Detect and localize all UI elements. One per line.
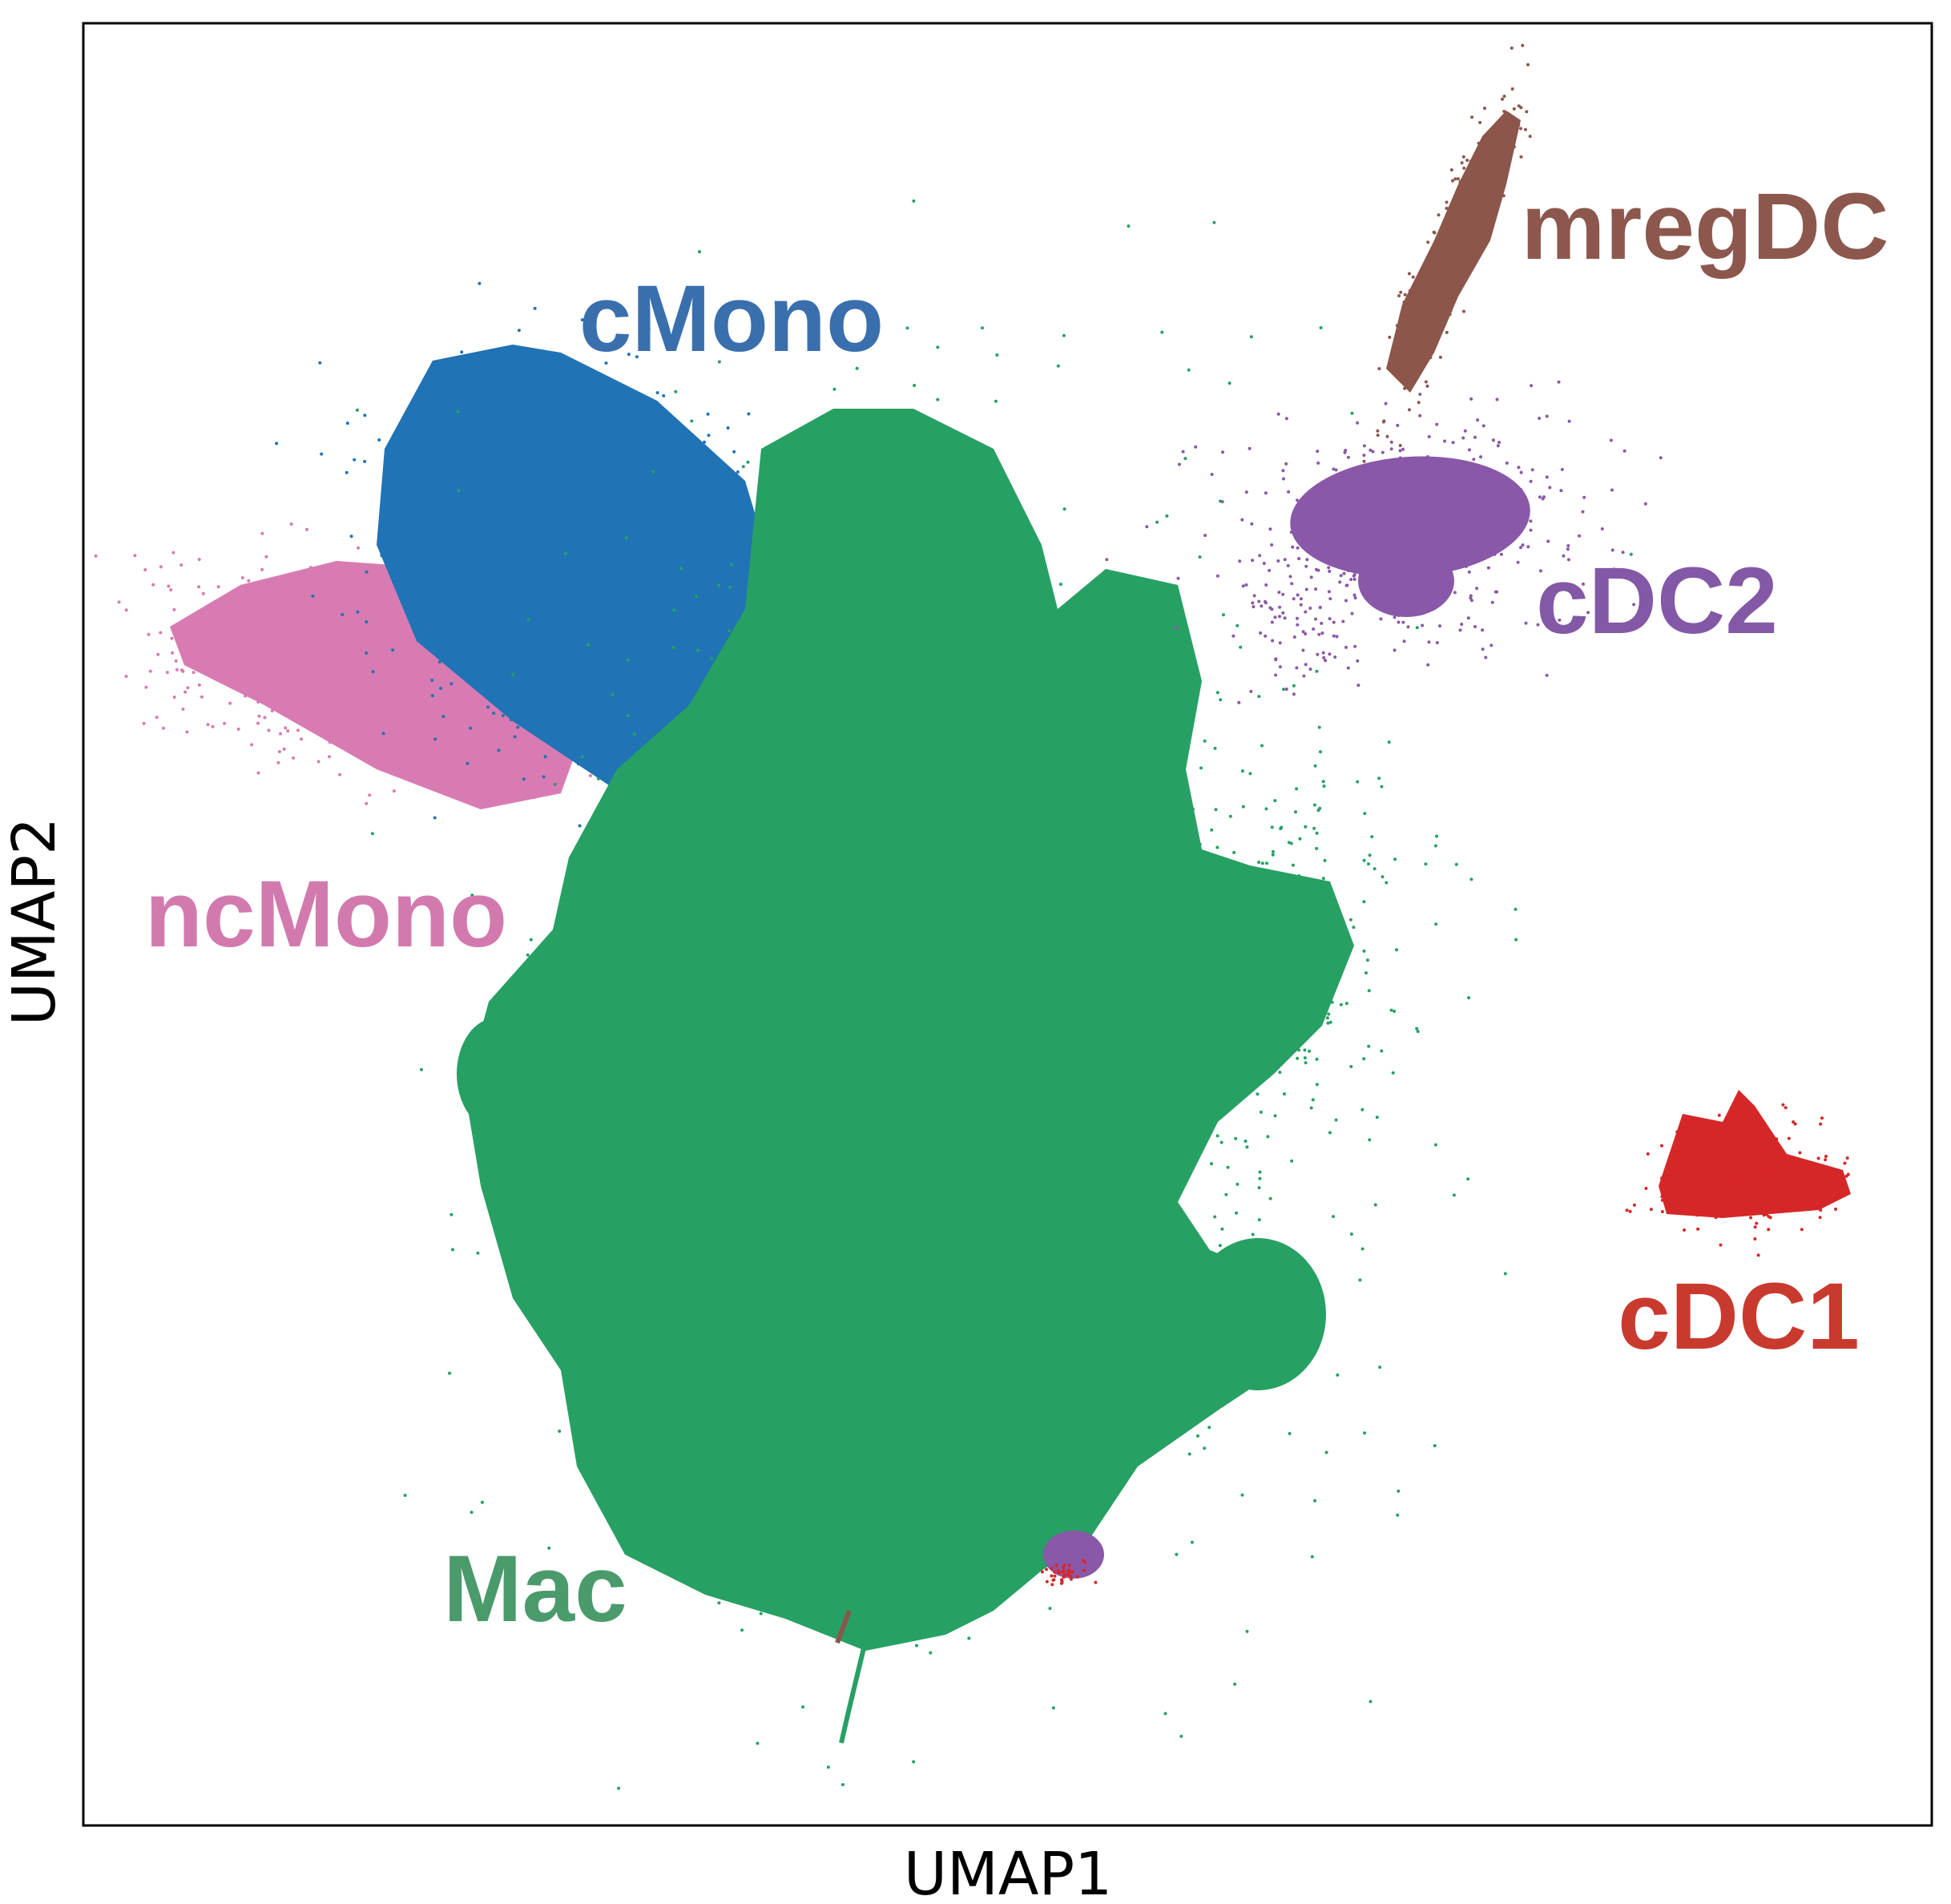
x-axis-label: UMAP1 bbox=[904, 1840, 1112, 1904]
y-axis-label: UMAP2 bbox=[0, 817, 69, 1026]
cluster-label-cmono: cMono bbox=[579, 266, 884, 372]
cluster-label-cdc1: cDC1 bbox=[1618, 1264, 1860, 1370]
plot-frame bbox=[82, 22, 1933, 1827]
cluster-mregdc-points bbox=[835, 43, 1532, 1644]
cluster-cdc2-points bbox=[1043, 380, 1663, 1579]
cluster-cdc1-points bbox=[1040, 1090, 1851, 1587]
cluster-label-ncmono: ncMono bbox=[145, 861, 507, 967]
scatter-points bbox=[94, 43, 1851, 1790]
cluster-labels: cMono mregDC cDC2 ncMono cDC1 Mac bbox=[145, 174, 1889, 1642]
cluster-label-mac: Mac bbox=[443, 1536, 627, 1642]
cluster-mac-points bbox=[355, 199, 1633, 1790]
cluster-label-mregdc: mregDC bbox=[1522, 174, 1889, 280]
cluster-cmono-points bbox=[275, 281, 853, 829]
cluster-label-cdc2: cDC2 bbox=[1536, 548, 1778, 654]
